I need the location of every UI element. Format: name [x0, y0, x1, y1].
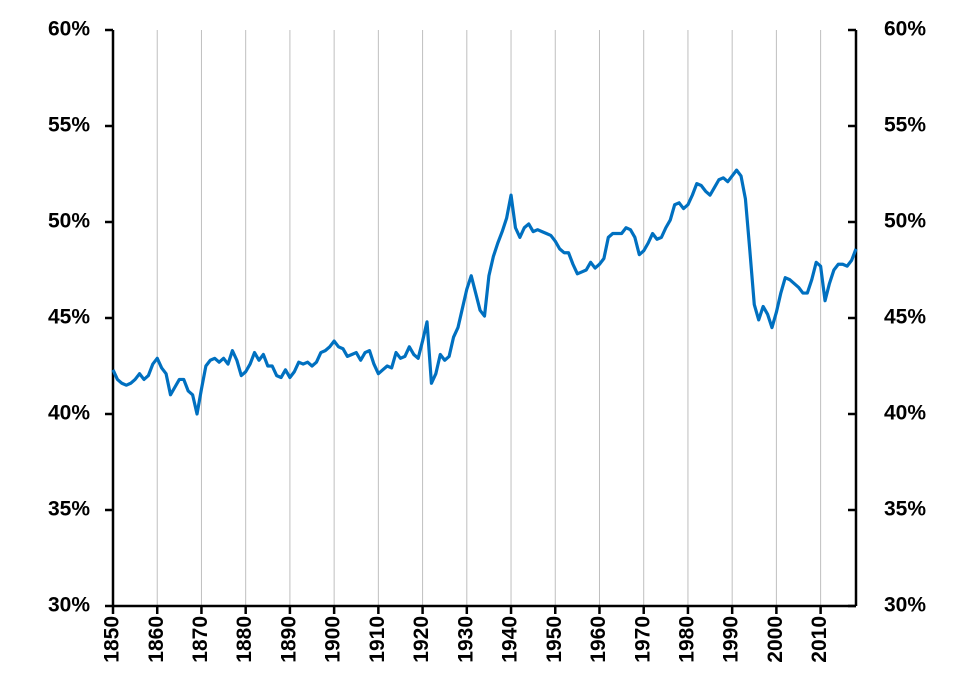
x-tick-label: 1930 — [454, 616, 477, 663]
x-tick-label: 1970 — [631, 616, 654, 663]
x-tick-label: 1860 — [145, 616, 168, 663]
y2-tick-label: 50% — [884, 210, 926, 233]
x-tick-label: 1980 — [675, 616, 698, 663]
y-tick-label: 40% — [48, 402, 90, 425]
x-tick-label: 1990 — [720, 616, 743, 663]
y-tick-label: 30% — [48, 594, 90, 617]
x-tick-label: 1910 — [366, 616, 389, 663]
data-line — [111, 168, 858, 416]
x-tick-label: 2000 — [764, 616, 787, 663]
y-tick-label: 60% — [48, 18, 90, 41]
y2-tick-label: 45% — [884, 306, 926, 329]
x-tick-label: 1850 — [101, 616, 124, 663]
x-tick-label: 2010 — [808, 616, 831, 663]
y-tick-label: 35% — [48, 498, 90, 521]
x-tick-label: 1940 — [499, 616, 522, 663]
x-tick-label: 1900 — [322, 616, 345, 663]
y-tick-label: 55% — [48, 114, 90, 137]
y-tick-label: 50% — [48, 210, 90, 233]
y2-tick-label: 55% — [884, 114, 926, 137]
x-tick-label: 1880 — [233, 616, 256, 663]
x-tick-label: 1960 — [587, 616, 610, 663]
x-tick-label: 1920 — [410, 616, 433, 663]
y2-tick-label: 35% — [884, 498, 926, 521]
x-tick-label: 1890 — [277, 616, 300, 663]
y2-tick-label: 40% — [884, 402, 926, 425]
x-tick-label: 1950 — [543, 616, 566, 663]
y2-tick-label: 60% — [884, 18, 926, 41]
y2-tick-label: 30% — [884, 594, 926, 617]
y-tick-label: 45% — [48, 306, 90, 329]
x-tick-label: 1870 — [189, 616, 212, 663]
